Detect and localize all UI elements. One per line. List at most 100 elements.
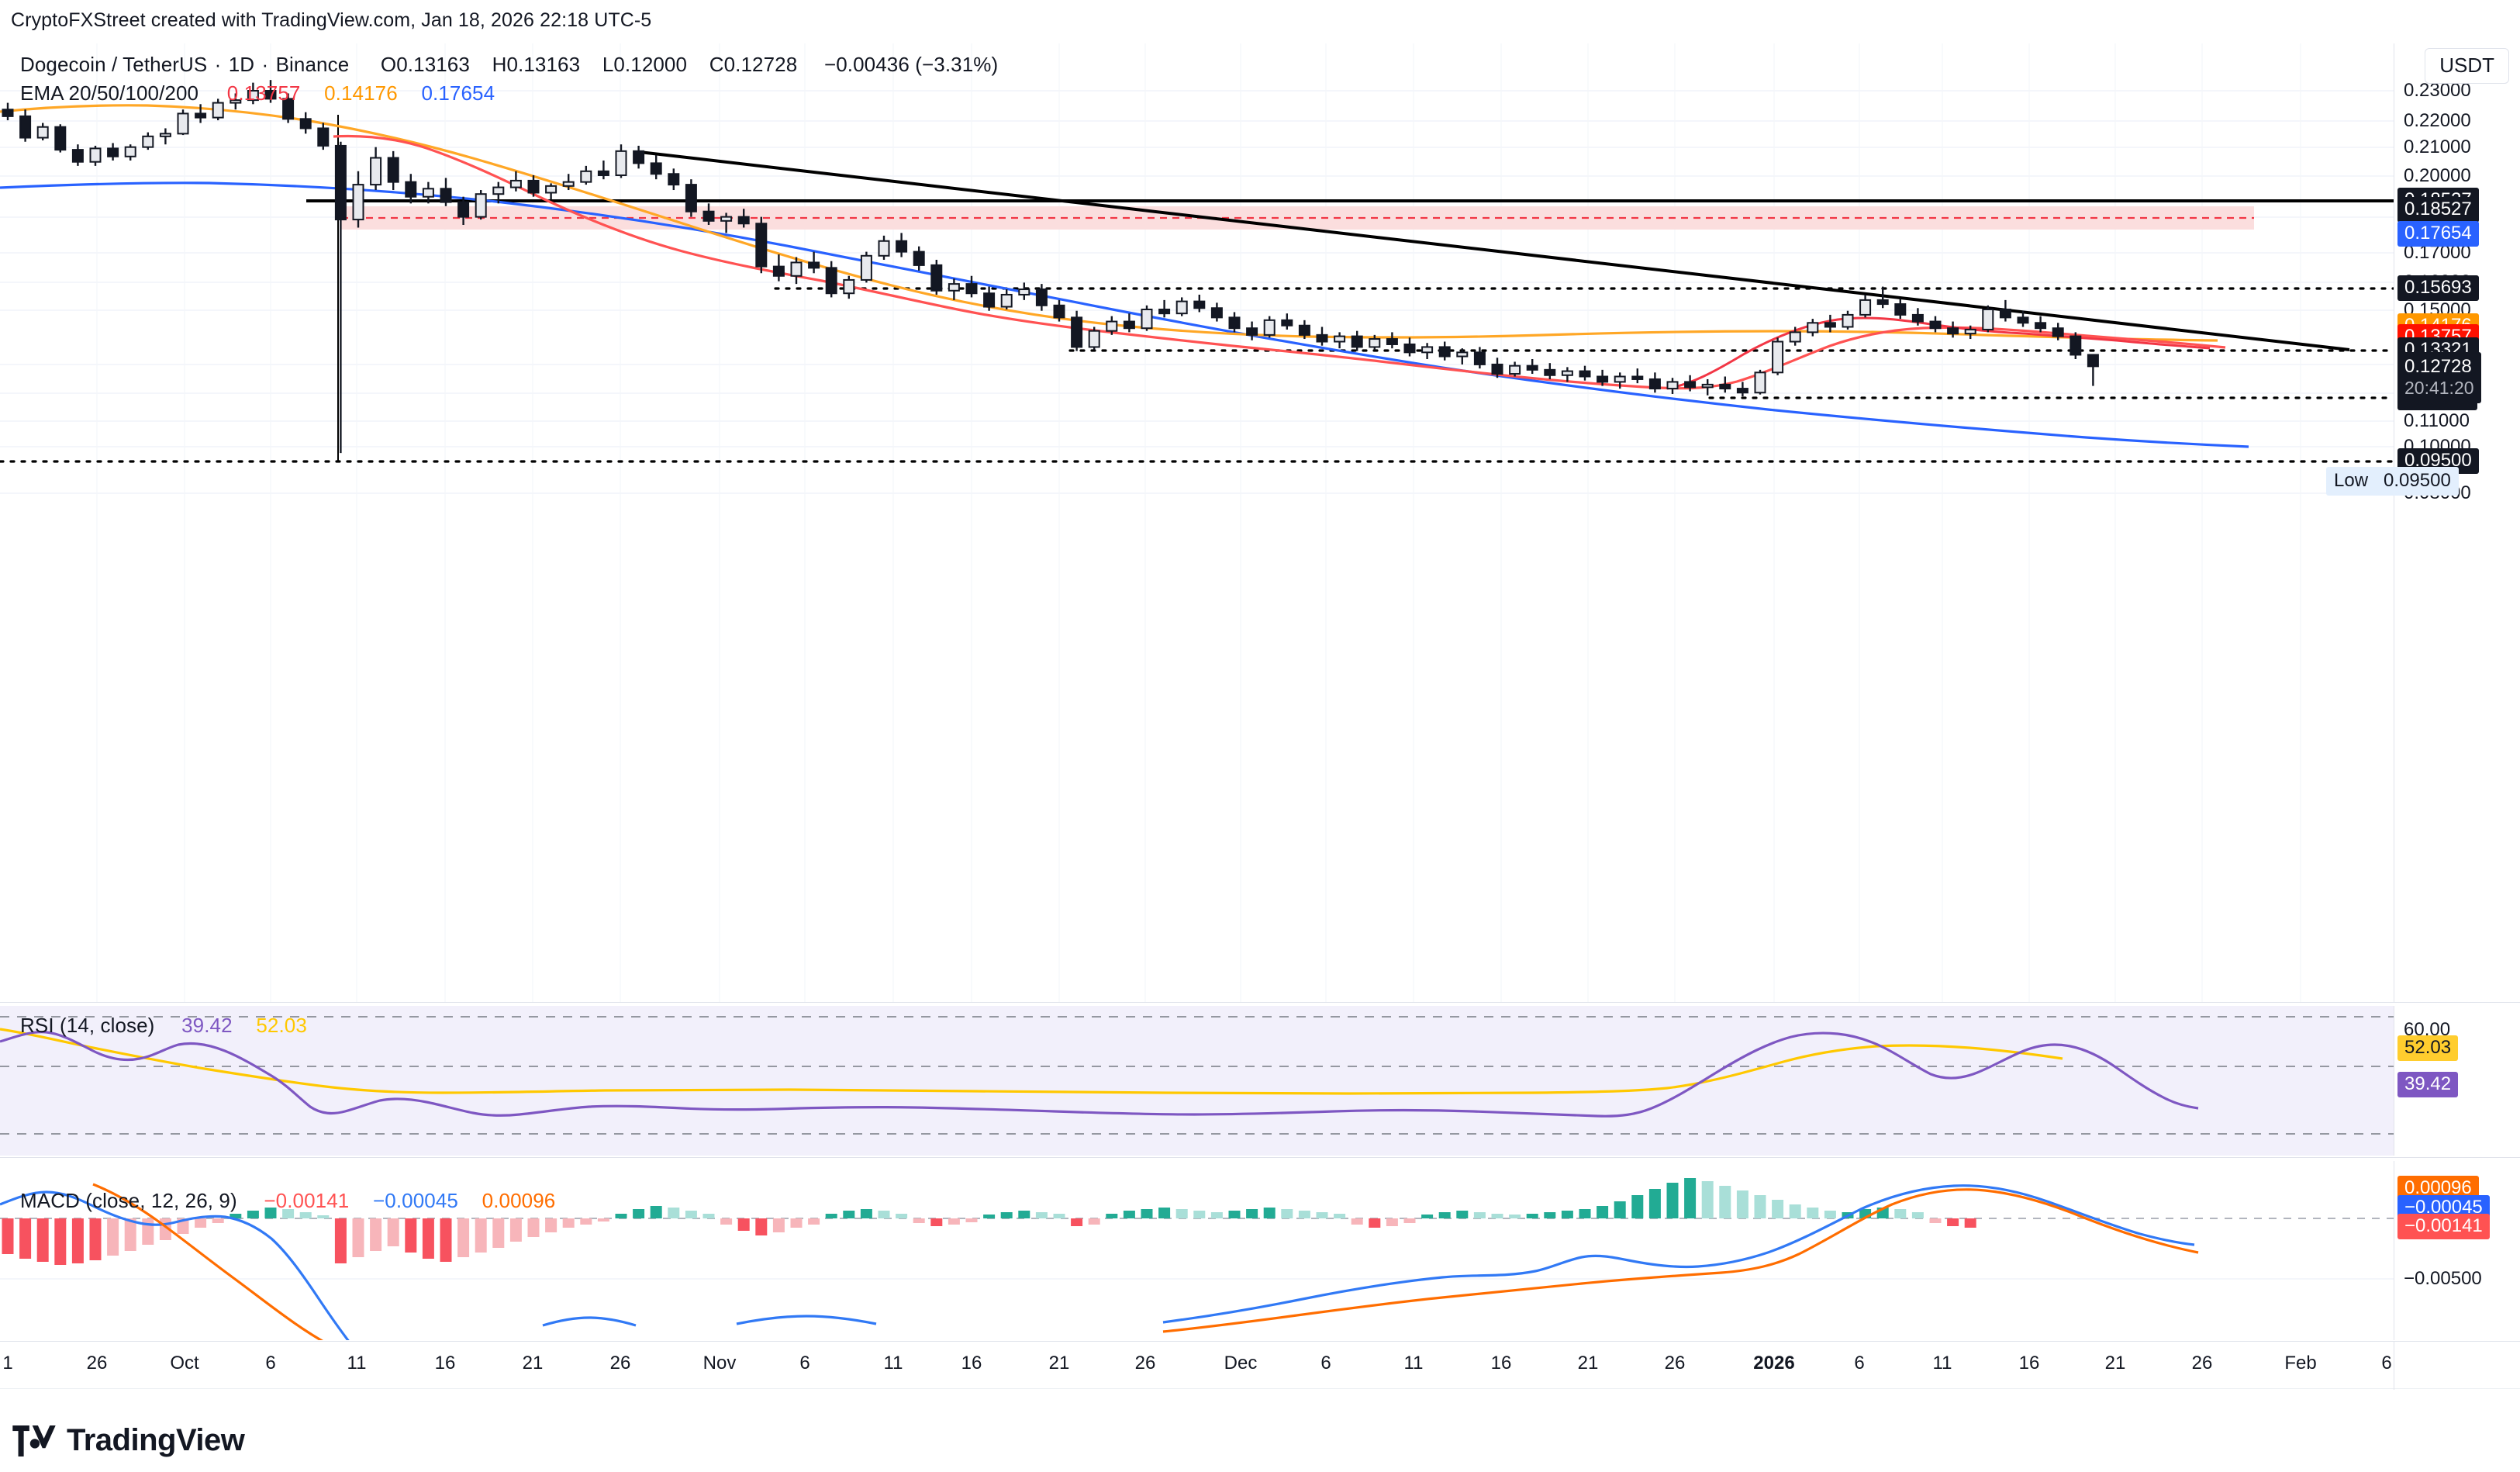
macd-scale[interactable]: −0.00500 0.00096 −0.00045 −0.00141	[2394, 1161, 2520, 1340]
candle-body	[299, 118, 312, 130]
macd-histogram-bar	[685, 1211, 697, 1218]
macd-histogram-bar	[36, 1218, 49, 1262]
candle-body	[142, 135, 154, 148]
candle-body	[1193, 300, 1206, 309]
price-tick: 0.22000	[2404, 110, 2471, 131]
legend-dot-2: ·	[256, 53, 274, 76]
candle-body	[1894, 303, 1907, 316]
macd-histogram-bar	[1473, 1212, 1486, 1218]
candle-body	[1123, 320, 1135, 330]
candle-body	[1316, 333, 1328, 343]
candle-body	[562, 181, 575, 187]
candle-body	[737, 216, 750, 225]
macd-legend-title[interactable]: MACD (close, 12, 26, 9)	[20, 1189, 237, 1212]
macd-histogram-bar	[89, 1218, 102, 1260]
candle-body	[1473, 351, 1486, 365]
rsi-legend-title[interactable]: RSI (14, close)	[20, 1014, 155, 1037]
time-axis-label: 16	[1490, 1353, 1512, 1374]
ema-legend-title[interactable]: EMA 20/50/100/200	[20, 81, 199, 105]
macd-histogram-bar	[1053, 1214, 1065, 1218]
rsi-pill: 39.42	[2397, 1072, 2459, 1097]
candle-body	[124, 146, 136, 157]
pane-separator-1[interactable]	[0, 1002, 2520, 1003]
macd-histogram-bar	[737, 1218, 750, 1231]
macd-histogram-bar	[1438, 1212, 1451, 1218]
candle-body	[1754, 371, 1766, 394]
macd-histogram-bar	[1631, 1195, 1644, 1218]
candle-body	[948, 283, 960, 292]
time-axis-label: 26	[2191, 1353, 2213, 1374]
legend-interval[interactable]: 1D	[228, 53, 255, 76]
legend-exchange[interactable]: Binance	[275, 53, 350, 76]
macd-histogram-bar	[1351, 1218, 1363, 1225]
ema-value-1: 0.13757	[226, 81, 301, 105]
macd-histogram-bar	[983, 1215, 996, 1218]
macd-histogram-bar	[825, 1214, 837, 1218]
candle-body	[1911, 313, 1924, 323]
candle-body	[772, 265, 785, 277]
time-axis-label: 16	[434, 1353, 456, 1374]
rsi-legend[interactable]: RSI (14, close) 39.42 52.03	[20, 1014, 309, 1038]
candle-body	[457, 201, 470, 218]
candle-body	[2035, 322, 2047, 330]
candle-body	[1386, 338, 1398, 345]
chart-legend-main[interactable]: Dogecoin / TetherUS · 1D · Binance O0.13…	[20, 53, 999, 77]
candle-body	[509, 179, 522, 188]
attribution-text: CryptoFXStreet created with TradingView.…	[11, 9, 652, 31]
macd-histogram-bar	[1369, 1218, 1381, 1228]
candle-body	[1842, 313, 1854, 328]
chart-legend-ema[interactable]: EMA 20/50/100/200 0.13757 0.14176 0.1765…	[20, 81, 496, 105]
macd-histogram-bar	[1894, 1209, 1907, 1218]
macd-histogram-bar	[1911, 1212, 1924, 1218]
macd-histogram-bar	[702, 1214, 715, 1218]
candle-body	[1210, 307, 1223, 319]
candle-body	[2017, 316, 2029, 324]
macd-histogram-bar	[633, 1209, 645, 1218]
macd-histogram-bar	[1000, 1212, 1013, 1218]
price-tick: 0.11000	[2404, 410, 2470, 431]
candle-body	[1597, 375, 1609, 383]
macd-histogram-bar	[1071, 1218, 1083, 1226]
rsi-pane[interactable]	[0, 1006, 2394, 1156]
macd-histogram-bar	[1456, 1211, 1469, 1218]
macd-histogram-bar	[1701, 1181, 1714, 1218]
candle-body	[1648, 378, 1661, 390]
candle-body	[1684, 381, 1697, 389]
macd-histogram-bar	[1175, 1209, 1188, 1218]
macd-histogram-bar	[405, 1218, 417, 1253]
macd-pane[interactable]	[0, 1161, 2394, 1340]
candle-body	[755, 223, 768, 268]
macd-histogram-bar	[124, 1218, 136, 1251]
time-axis-label: 6	[799, 1353, 810, 1374]
candle-body	[440, 188, 452, 203]
macd-histogram-bar	[1035, 1212, 1048, 1218]
candle-body	[54, 126, 67, 151]
tradingview-logo-icon	[12, 1425, 56, 1456]
macd-histogram-bar	[1123, 1211, 1135, 1218]
rsi-chart-svg	[0, 1006, 2394, 1156]
time-axis[interactable]: 1 26 Oct 6 11 16 21 26 Nov 6 11 16 21 26 Dec 6 11 16 21 26 2…	[0, 1341, 2520, 1390]
legend-symbol[interactable]: Dogecoin / TetherUS	[20, 53, 208, 76]
currency-badge[interactable]: USDT	[2425, 48, 2509, 84]
candle-body	[36, 126, 49, 139]
candle-body	[1071, 316, 1083, 348]
candle-body	[633, 150, 645, 164]
candle-body	[615, 150, 627, 176]
candle-body	[422, 188, 434, 198]
candle-body	[1369, 338, 1381, 348]
price-chart-pane[interactable]	[0, 43, 2394, 1002]
price-scale[interactable]: USDT 0.230000.220000.210000.200000.18000…	[2326, 43, 2520, 1002]
time-axis-label: 1	[2, 1353, 13, 1374]
candle-body	[1982, 308, 1994, 330]
candle-body	[790, 261, 803, 277]
ema-value-3: 0.17654	[421, 81, 495, 105]
macd-histogram-bar	[930, 1218, 943, 1226]
candle-body	[71, 149, 84, 163]
macd-legend[interactable]: MACD (close, 12, 26, 9) −0.00141 −0.0004…	[20, 1189, 557, 1213]
candle-body	[282, 98, 295, 120]
rsi-scale[interactable]: 60.00 52.03 39.42	[2394, 1006, 2520, 1156]
rsi-levels	[0, 1016, 2394, 1135]
pane-separator-2[interactable]	[0, 1157, 2520, 1158]
macd-histogram-bar	[1561, 1211, 1573, 1218]
macd-histogram-bar	[352, 1218, 364, 1257]
